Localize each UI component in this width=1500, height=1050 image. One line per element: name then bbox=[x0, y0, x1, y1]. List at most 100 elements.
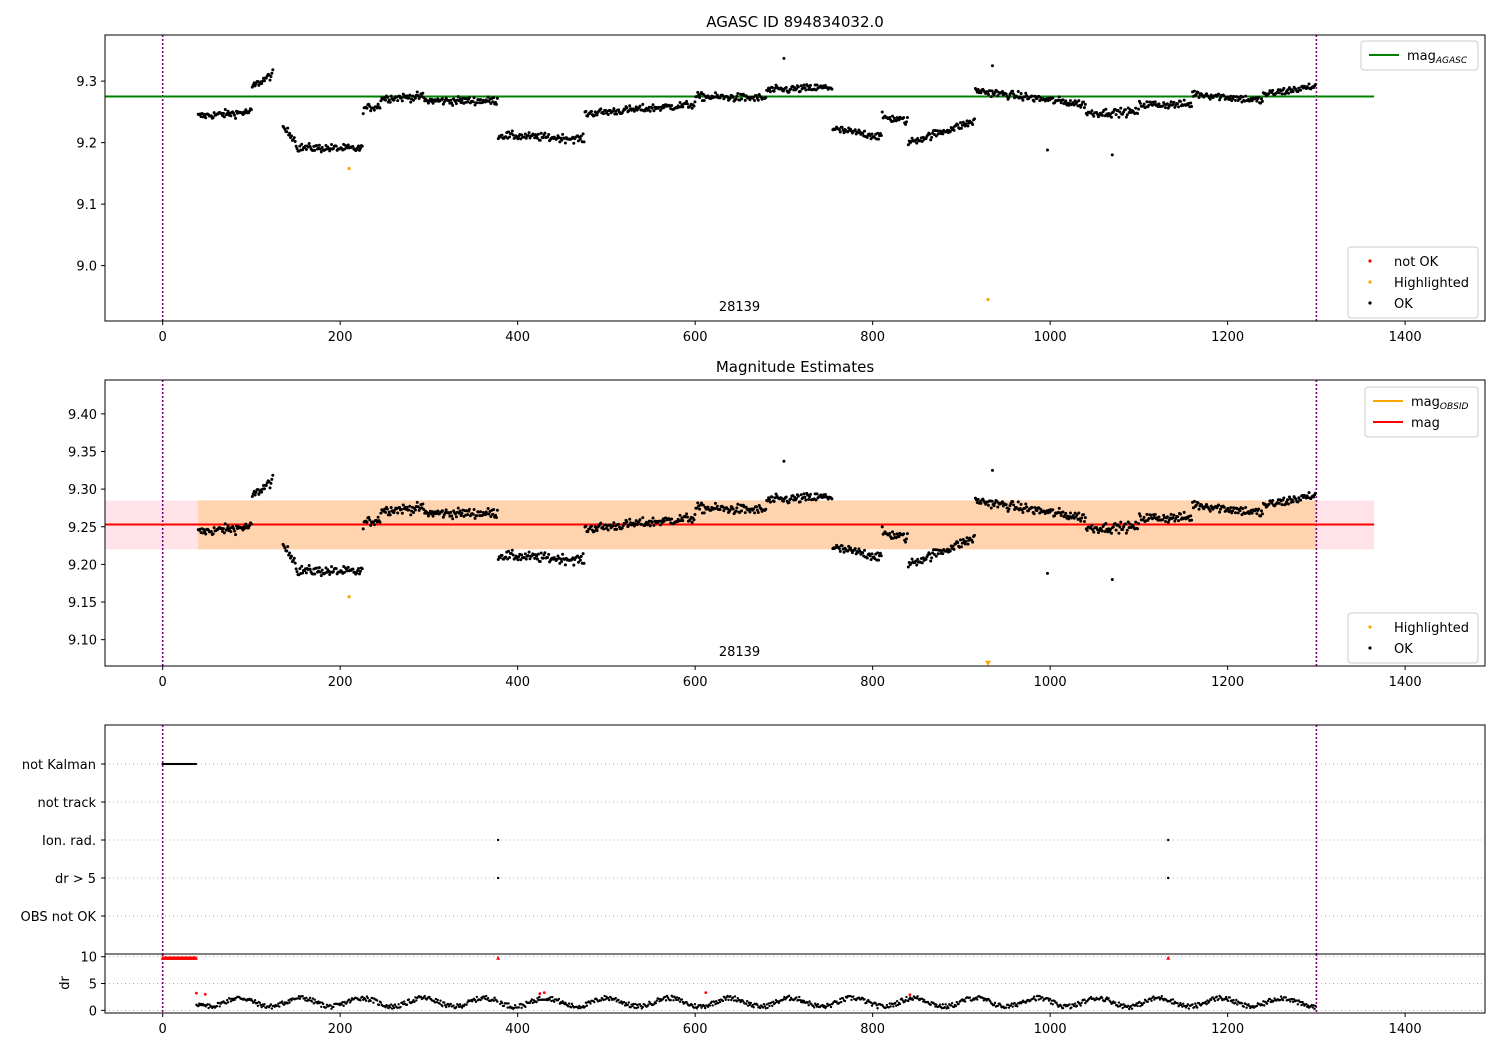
data-point bbox=[996, 94, 1000, 98]
data-point bbox=[996, 505, 1000, 509]
data-point bbox=[842, 550, 846, 554]
data-point bbox=[930, 556, 934, 560]
data-point bbox=[271, 68, 275, 72]
data-point bbox=[243, 526, 247, 530]
panel-title: AGASC ID 894834032.0 bbox=[706, 13, 884, 31]
data-point bbox=[415, 500, 419, 504]
dr-point bbox=[1278, 998, 1282, 1002]
data-point bbox=[584, 524, 588, 528]
data-point bbox=[1124, 115, 1128, 119]
dr-point bbox=[916, 995, 919, 998]
data-point bbox=[681, 519, 685, 523]
data-point bbox=[976, 87, 980, 91]
data-point bbox=[754, 94, 758, 98]
data-point bbox=[696, 90, 700, 94]
dr-point bbox=[929, 1003, 932, 1006]
panel-dr: 0 200 400 600 800 1000 1200 1400 0 5 10 dr bbox=[58, 951, 1486, 1037]
data-point bbox=[1189, 514, 1193, 518]
data-point bbox=[1194, 503, 1198, 507]
data-point bbox=[713, 91, 717, 95]
dr-point bbox=[1176, 1002, 1179, 1005]
data-point bbox=[1165, 515, 1169, 519]
data-point bbox=[795, 497, 799, 501]
data-point bbox=[1255, 512, 1259, 516]
dr-point bbox=[1180, 1003, 1183, 1007]
data-point bbox=[475, 514, 479, 518]
dr-point bbox=[907, 999, 910, 1003]
dr-point bbox=[992, 1003, 996, 1007]
data-point bbox=[617, 108, 621, 112]
data-point bbox=[915, 563, 919, 567]
data-point bbox=[399, 96, 403, 100]
dr-point bbox=[585, 1004, 589, 1007]
dr-point bbox=[676, 996, 679, 999]
data-point bbox=[1033, 94, 1037, 98]
data-point bbox=[784, 86, 788, 90]
data-point bbox=[330, 142, 334, 146]
data-point bbox=[1226, 95, 1230, 99]
dr-point bbox=[436, 998, 439, 1002]
data-point bbox=[516, 558, 520, 562]
data-point bbox=[378, 520, 382, 524]
data-point bbox=[579, 554, 583, 558]
dr-point bbox=[1236, 1003, 1239, 1006]
data-point bbox=[1282, 496, 1286, 500]
data-point bbox=[351, 144, 355, 148]
dr-point bbox=[1209, 998, 1213, 1001]
dr-point bbox=[340, 1003, 343, 1006]
data-point bbox=[861, 551, 865, 555]
data-point bbox=[1157, 515, 1161, 519]
dr-point bbox=[1072, 1004, 1076, 1008]
data-point bbox=[1080, 103, 1084, 107]
data-point bbox=[715, 93, 719, 97]
dr-point bbox=[905, 995, 908, 999]
dr-point bbox=[298, 997, 302, 1000]
data-point bbox=[450, 101, 454, 105]
data-point bbox=[690, 106, 694, 110]
data-point bbox=[1090, 523, 1094, 527]
data-point bbox=[384, 510, 388, 514]
data-point bbox=[641, 102, 645, 106]
data-point bbox=[388, 513, 392, 517]
dr-point bbox=[308, 996, 312, 1000]
dr-point bbox=[869, 1001, 873, 1004]
dr-point bbox=[455, 1005, 458, 1009]
data-point bbox=[412, 510, 416, 514]
dr-point bbox=[252, 1000, 256, 1004]
data-point bbox=[507, 130, 511, 134]
data-point bbox=[492, 507, 496, 511]
data-point bbox=[756, 511, 760, 515]
dr-point bbox=[821, 1003, 824, 1007]
data-point bbox=[658, 108, 662, 112]
dr-point bbox=[911, 998, 915, 1002]
dr-point bbox=[319, 1001, 322, 1004]
data-point bbox=[511, 553, 515, 557]
dr-point bbox=[485, 994, 488, 998]
dr-point bbox=[435, 1000, 439, 1004]
data-point bbox=[1082, 100, 1086, 104]
data-point bbox=[929, 138, 933, 142]
dr-point bbox=[714, 1002, 717, 1006]
data-point bbox=[1138, 514, 1142, 518]
data-point bbox=[1032, 99, 1036, 103]
data-point bbox=[1270, 501, 1274, 505]
dr-point bbox=[458, 1003, 462, 1006]
data-point bbox=[606, 112, 610, 116]
dr-point bbox=[423, 994, 426, 998]
dr-point bbox=[1311, 1006, 1314, 1009]
x-tick-label: 200 bbox=[328, 1022, 353, 1037]
data-point bbox=[507, 549, 511, 553]
data-point bbox=[222, 531, 226, 535]
data-point bbox=[1012, 92, 1016, 96]
dr-point bbox=[557, 997, 561, 1001]
data-point bbox=[1110, 153, 1114, 157]
data-point bbox=[517, 555, 521, 559]
data-point bbox=[990, 499, 994, 503]
dr-point bbox=[736, 997, 740, 1000]
data-point bbox=[628, 517, 632, 521]
dr-point bbox=[392, 1006, 396, 1010]
data-point bbox=[295, 570, 299, 574]
data-point bbox=[658, 523, 662, 527]
data-point bbox=[271, 473, 275, 477]
data-point bbox=[1147, 517, 1151, 521]
